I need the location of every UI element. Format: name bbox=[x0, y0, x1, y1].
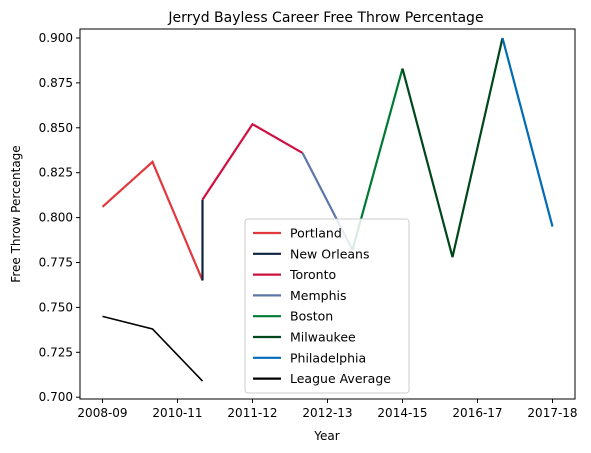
x-tick-label: 2008-09 bbox=[77, 406, 127, 420]
legend-label-philadelphia: Philadelphia bbox=[290, 350, 366, 365]
chart-title: Jerryd Bayless Career Free Throw Percent… bbox=[167, 10, 483, 26]
y-tick-label: 0.750 bbox=[39, 300, 73, 314]
x-axis: 2008-09 2010-11 2011-12 2012-13 2014-15 2016-… bbox=[77, 399, 578, 420]
y-tick-label: 0.725 bbox=[39, 345, 73, 359]
series-line-milwaukee bbox=[401, 37, 504, 258]
x-tick-label: 2014-15 bbox=[377, 406, 427, 420]
legend-label-portland: Portland bbox=[290, 226, 342, 241]
legend-items: Portland New Orleans Toronto Memphis Boston M… bbox=[253, 226, 391, 386]
y-axis-label: Free Throw Percentage bbox=[9, 145, 23, 282]
x-tick-label: 2010-11 bbox=[152, 406, 202, 420]
legend-label-league-average: League Average bbox=[290, 371, 391, 386]
x-tick-label: 2017-18 bbox=[527, 406, 577, 420]
x-tick-label: 2016-17 bbox=[452, 406, 502, 420]
y-tick-label: 0.825 bbox=[39, 166, 73, 180]
y-tick-label: 0.700 bbox=[39, 390, 73, 404]
y-axis: 0.700 0.725 0.750 0.775 0.800 0.825 0.850 0.875… bbox=[39, 31, 80, 404]
x-tick-label: 2011-12 bbox=[227, 406, 277, 420]
x-axis-label: Year bbox=[313, 429, 339, 443]
series-layer bbox=[101, 37, 554, 382]
legend-box bbox=[244, 218, 410, 394]
legend-label-milwaukee: Milwaukee bbox=[290, 330, 356, 345]
legend-label-boston: Boston bbox=[290, 309, 333, 324]
y-tick-label: 0.775 bbox=[39, 255, 73, 269]
y-tick-label: 0.875 bbox=[39, 76, 73, 90]
series-line-philadelphia bbox=[501, 37, 554, 227]
legend-label-toronto: Toronto bbox=[289, 267, 336, 282]
x-tick-label: 2012-13 bbox=[302, 406, 352, 420]
series-line-portland bbox=[101, 160, 204, 281]
series-line-league-average bbox=[102, 315, 204, 382]
y-tick-label: 0.900 bbox=[39, 31, 73, 45]
legend-label-memphis: Memphis bbox=[290, 288, 347, 303]
series-line-toronto bbox=[201, 122, 304, 201]
legend: Portland New Orleans Toronto Memphis Boston M… bbox=[244, 218, 410, 394]
y-tick-label: 0.800 bbox=[39, 211, 73, 225]
y-tick-label: 0.850 bbox=[39, 121, 73, 135]
legend-label-new-orleans: New Orleans bbox=[290, 246, 369, 261]
